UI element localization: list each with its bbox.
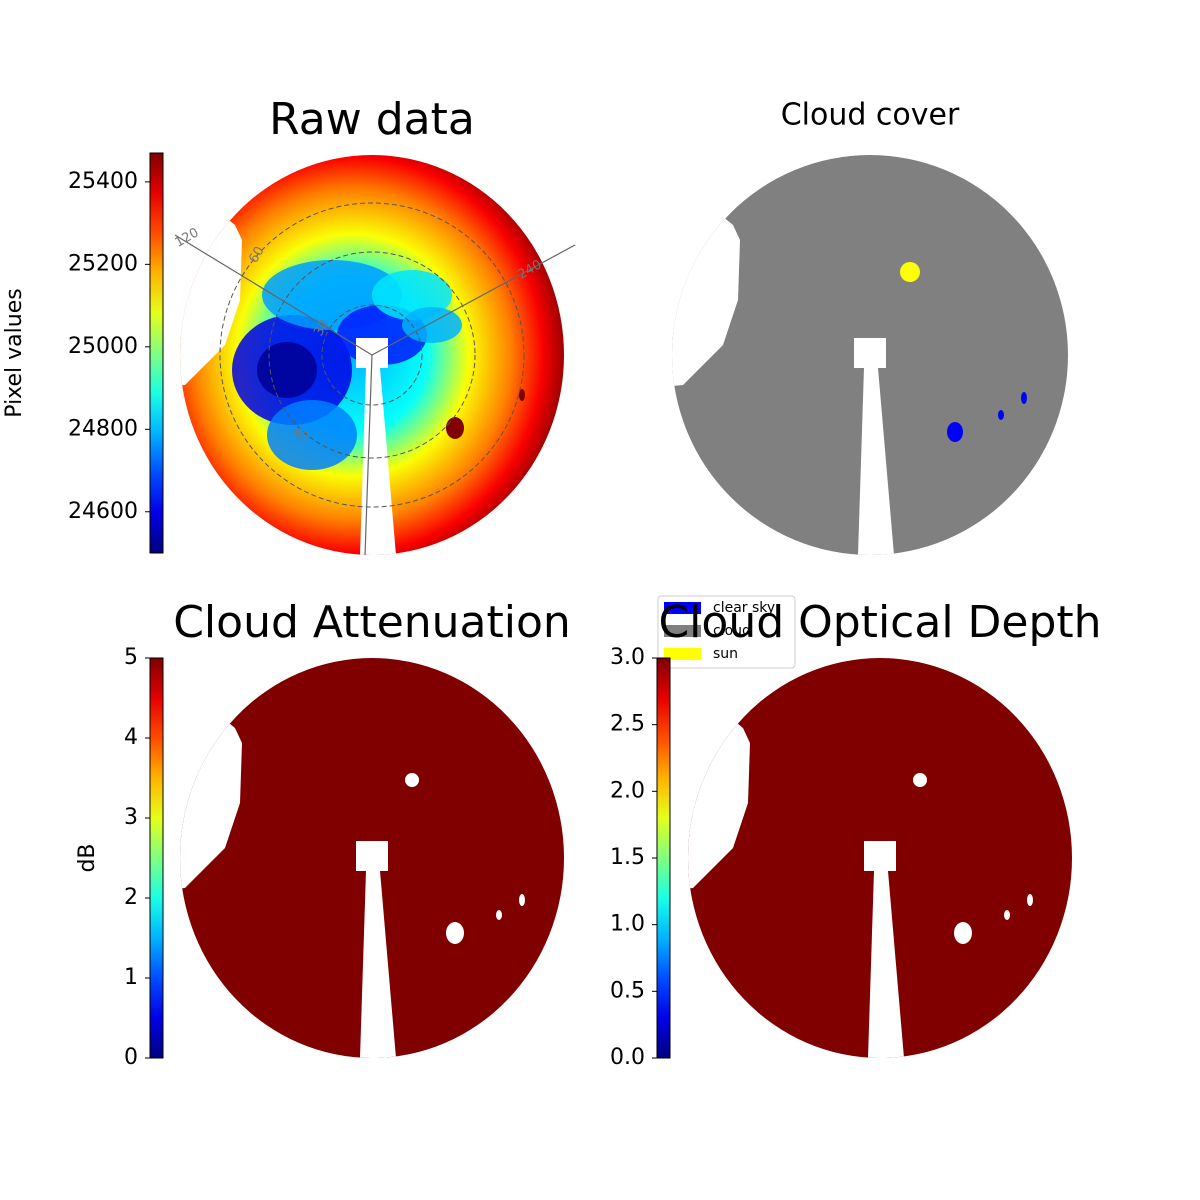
gap — [446, 922, 464, 944]
panel-title: Cloud Attenuation — [173, 597, 571, 648]
polar-ring — [268, 251, 476, 459]
mast-mask — [868, 871, 904, 1058]
panel-title: Cloud Optical Depth — [658, 597, 1101, 648]
colorbar — [149, 657, 164, 1059]
colorbar-tick-label: 1 — [124, 965, 138, 990]
sky-image — [672, 155, 1068, 555]
sky-image — [688, 658, 1072, 1058]
colorbar-tick-label: 0.0 — [610, 1045, 645, 1070]
cloud-blob — [267, 400, 357, 470]
colorbar-tick-label: 25400 — [68, 169, 138, 194]
legend-label: clear sky — [713, 600, 775, 616]
spot — [446, 417, 464, 439]
polar-label: 30 — [311, 317, 332, 339]
gap — [954, 922, 972, 944]
colorbar-tick-label: 24600 — [68, 499, 138, 524]
polar-label: 120 — [172, 225, 201, 250]
mast-mask — [858, 368, 894, 555]
polar-spoke — [371, 244, 576, 356]
spot — [519, 389, 525, 401]
mast-mask — [854, 338, 886, 368]
colorbar-tick-label: 3.0 — [610, 645, 645, 670]
colorbar-tick-label: 2 — [124, 885, 138, 910]
colorbar-tick-label: 5 — [124, 645, 138, 670]
legend-label: sun — [713, 646, 738, 662]
mast-mask — [360, 368, 396, 555]
colorbar-tick-label: 2.5 — [610, 712, 645, 737]
colorbar-label: dB — [75, 843, 100, 872]
sun — [900, 262, 920, 282]
clear-patch — [998, 410, 1004, 420]
colorbar-tick-label: 3 — [124, 805, 138, 830]
polar-spoke — [174, 234, 373, 356]
polar-ring — [219, 202, 525, 508]
polar-label: 40 — [289, 424, 311, 445]
cloud-blob — [257, 342, 317, 398]
colorbar-tick-label: 2.0 — [610, 778, 645, 803]
sun-gap — [405, 773, 419, 787]
clear-patch — [1021, 392, 1027, 404]
polar-spoke — [364, 354, 373, 556]
clear-patch — [947, 422, 963, 442]
gap — [1004, 910, 1010, 920]
gap — [519, 894, 525, 906]
gap — [1027, 894, 1033, 906]
colorbar-tick-label: 0.5 — [610, 978, 645, 1003]
colorbar-tick-label: 1.0 — [610, 912, 645, 937]
cloud-blob — [402, 307, 462, 343]
sky-image — [180, 155, 564, 555]
mast-mask — [360, 871, 396, 1058]
panel-title: Cloud cover — [781, 98, 960, 133]
polar-label: 60 — [246, 244, 267, 266]
legend-swatch — [664, 602, 701, 614]
mast-mask — [864, 841, 896, 871]
legend-swatch — [664, 648, 701, 660]
colorbar-tick-label: 1.5 — [610, 845, 645, 870]
sun-gap — [913, 773, 927, 787]
colorbar-tick-label: 24800 — [68, 416, 138, 441]
colorbar-tick-label: 0 — [124, 1045, 138, 1070]
colorbar-tick-label: 4 — [124, 725, 138, 750]
polar-ring — [321, 304, 423, 406]
mast-mask — [356, 841, 388, 871]
panel-title: Raw data — [269, 94, 475, 145]
legend-label: cloud — [713, 623, 751, 639]
legend-swatch — [664, 625, 701, 637]
colorbar — [149, 152, 164, 554]
colorbar-label: Pixel values — [2, 288, 27, 417]
colorbar — [656, 657, 671, 1059]
colorbar-tick-label: 25000 — [68, 334, 138, 359]
gap — [496, 910, 502, 920]
sky-image — [180, 658, 564, 1058]
colorbar-tick-label: 25200 — [68, 251, 138, 276]
